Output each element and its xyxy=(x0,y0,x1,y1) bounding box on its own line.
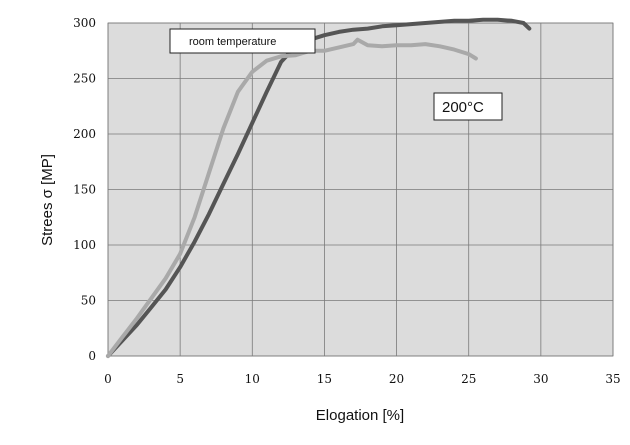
x-tick-label-5: 25 xyxy=(461,372,476,386)
y-tick-label-0: 0 xyxy=(88,349,96,363)
annotation-room-temperature: room temperature xyxy=(169,28,316,54)
x-tick-label-2: 10 xyxy=(245,372,260,386)
grid xyxy=(107,22,614,357)
annotation-200c: 200°C xyxy=(433,92,503,121)
x-axis-label: Elogation [%] xyxy=(316,407,404,424)
x-tick-label-4: 20 xyxy=(389,372,404,386)
annotation-box-200c xyxy=(433,92,503,121)
x-tick-label-3: 15 xyxy=(317,372,332,386)
y-tick-label-2: 100 xyxy=(73,238,96,252)
y-axis-label: Strees σ [MP] xyxy=(39,154,56,246)
series-line-0 xyxy=(106,17,532,358)
annotation-text-200c: 200°C xyxy=(442,99,484,116)
y-tick-label-5: 250 xyxy=(73,72,96,86)
x-tick-label-6: 30 xyxy=(533,372,548,386)
x-tick-label-1: 5 xyxy=(176,372,184,386)
x-tick-label-7: 35 xyxy=(605,372,620,386)
annotation-text-room-temperature: room temperature xyxy=(189,36,276,48)
x-tick-label-0: 0 xyxy=(104,372,112,386)
x-tick-labels: 0 5 10 15 20 25 30 35 xyxy=(104,372,620,386)
plot-border xyxy=(107,22,614,357)
y-tick-labels: 0 50 100 150 200 250 300 xyxy=(73,16,96,363)
y-tick-label-4: 200 xyxy=(73,127,96,141)
annotation-box-room-temperature xyxy=(169,28,316,54)
y-tick-label-3: 150 xyxy=(73,183,96,197)
y-tick-label-1: 50 xyxy=(81,294,96,308)
y-tick-label-6: 300 xyxy=(73,16,96,30)
